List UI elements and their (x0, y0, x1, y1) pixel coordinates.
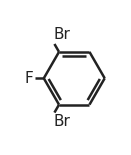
Text: F: F (25, 71, 33, 86)
Text: Br: Br (54, 114, 71, 129)
Text: Br: Br (54, 27, 71, 42)
